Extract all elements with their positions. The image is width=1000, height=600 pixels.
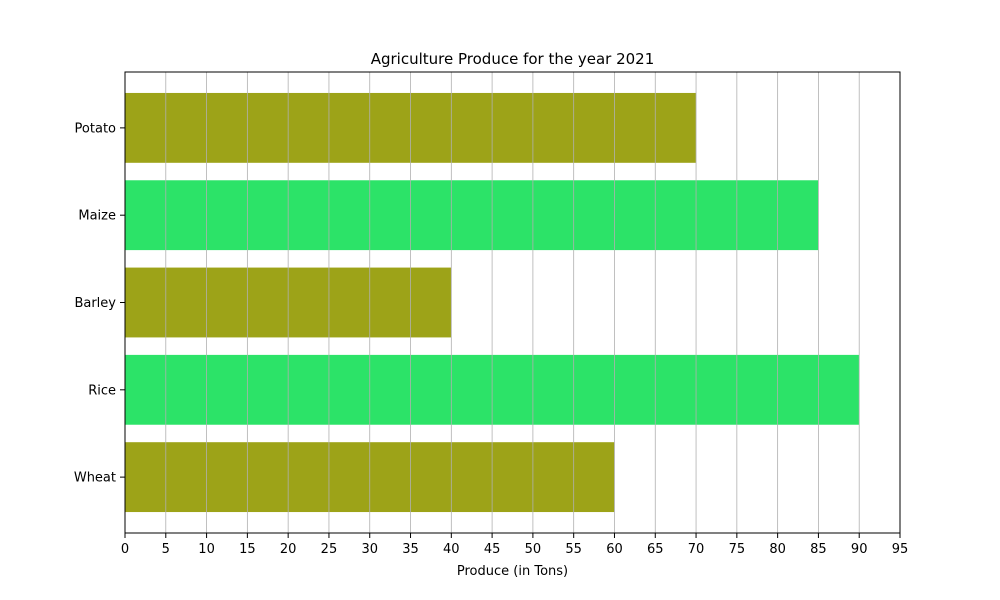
x-axis-label: Produce (in Tons) — [457, 564, 568, 579]
x-tick-label: 80 — [769, 542, 786, 557]
x-tick-label: 40 — [443, 542, 460, 557]
x-tick-label: 90 — [851, 542, 868, 557]
x-tick-label: 75 — [729, 542, 746, 557]
x-axis-ticks: 0 5 10 15 20 25 30 35 40 45 50 55 60 65 70 75 80 85 90 95 — [121, 533, 908, 557]
x-tick-label: 5 — [162, 542, 170, 557]
y-axis-ticks: Wheat Rice Barley Maize Potato — [74, 121, 125, 486]
x-tick-label: 0 — [121, 542, 129, 557]
x-tick-label: 25 — [321, 542, 338, 557]
y-tick-label: Potato — [75, 121, 116, 136]
x-tick-label: 55 — [565, 542, 582, 557]
x-tick-label: 65 — [647, 542, 664, 557]
x-tick-label: 70 — [688, 542, 705, 557]
y-tick-label: Maize — [78, 209, 116, 224]
x-tick-label: 30 — [361, 542, 378, 557]
x-tick-label: 15 — [239, 542, 256, 557]
x-tick-label: 10 — [198, 542, 215, 557]
y-tick-label: Rice — [88, 383, 116, 398]
x-tick-label: 60 — [606, 542, 623, 557]
x-tick-label: 85 — [810, 542, 827, 557]
x-tick-label: 35 — [402, 542, 419, 557]
y-tick-label: Barley — [74, 296, 116, 311]
chart-title: Agriculture Produce for the year 2021 — [371, 50, 655, 68]
bar-maize — [125, 180, 819, 251]
grid-lines — [124, 72, 901, 533]
plot-frame — [124, 71, 901, 534]
x-tick-label: 50 — [525, 542, 542, 557]
x-tick-label: 95 — [892, 542, 909, 557]
x-tick-label: 20 — [280, 542, 297, 557]
y-tick-label: Wheat — [74, 471, 116, 486]
x-tick-label: 45 — [484, 542, 501, 557]
